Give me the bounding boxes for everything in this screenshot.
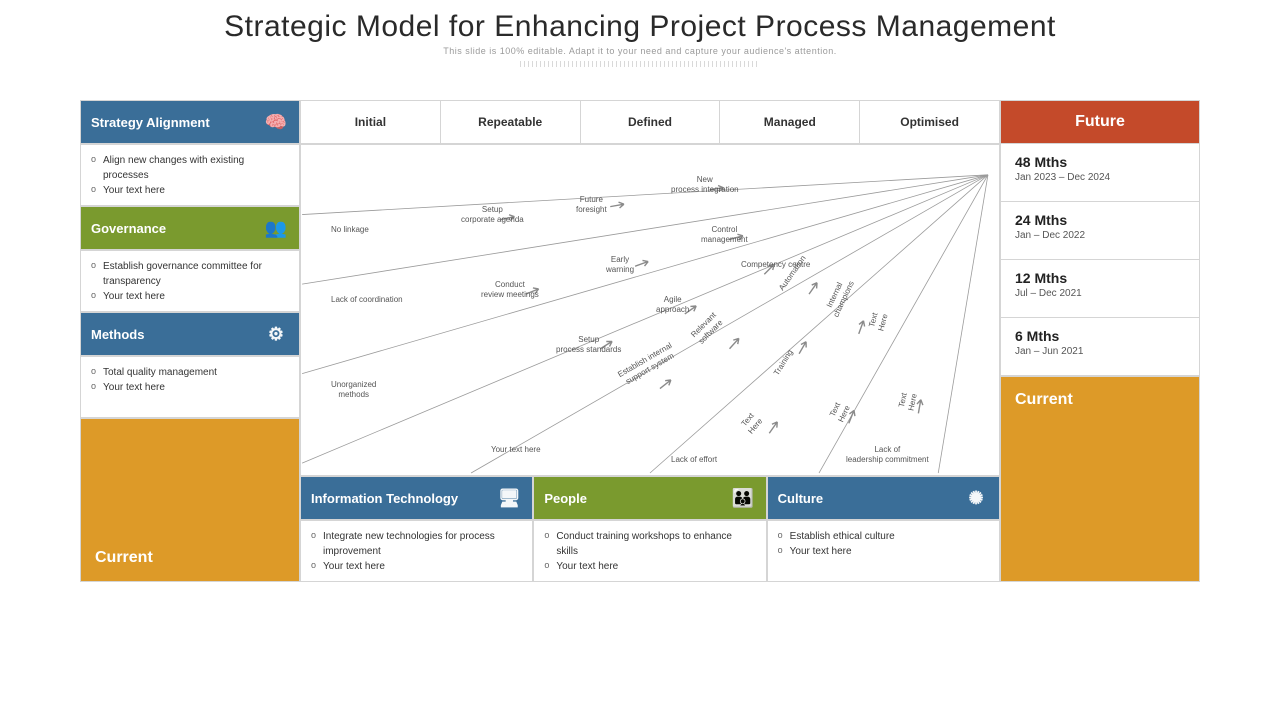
bullet: Your text here bbox=[311, 559, 522, 574]
annotation: Setupprocess standards bbox=[556, 335, 621, 354]
bottom-panel-title: Culture bbox=[778, 491, 824, 506]
bottom-panel-body-2: Establish ethical cultureYour text here bbox=[767, 520, 1000, 582]
annotation: Futureforesight bbox=[576, 195, 607, 214]
maturity-repeatable: Repeatable bbox=[441, 100, 581, 144]
annotation: Controlmanagement bbox=[701, 225, 748, 244]
right-current-block: Current bbox=[1000, 376, 1200, 582]
timeline-months: 12 Mths bbox=[1015, 270, 1185, 286]
timeline-3: 6 Mths Jan – Jun 2021 bbox=[1000, 318, 1200, 376]
timeline-dates: Jan – Jun 2021 bbox=[1015, 346, 1185, 357]
bullet: Integrate new technologies for process i… bbox=[311, 529, 522, 559]
bullet: Establish ethical culture bbox=[778, 529, 989, 544]
timeline-months: 48 Mths bbox=[1015, 154, 1185, 170]
left-panel-title: Methods bbox=[91, 327, 144, 342]
maturity-managed: Managed bbox=[720, 100, 860, 144]
panel-icon: 👥 bbox=[263, 218, 289, 239]
left-panel-body-2: Total quality managementYour text here bbox=[80, 356, 300, 418]
diagram-stage: Strategy Alignment 🧠 Align new changes wit… bbox=[80, 100, 1200, 670]
annotation: Newprocess integration bbox=[671, 175, 739, 194]
timeline-dates: Jan 2023 – Dec 2024 bbox=[1015, 172, 1185, 183]
maturity-optimised: Optimised bbox=[860, 100, 1000, 144]
panel-icon: 🧠 bbox=[263, 112, 289, 133]
left-panel-title: Strategy Alignment bbox=[91, 115, 210, 130]
left-panel-body-1: Establish governance committee for trans… bbox=[80, 250, 300, 312]
bottom-panel-title: People bbox=[544, 491, 587, 506]
annotation: Setupcorporate agenda bbox=[461, 205, 524, 224]
bullet: Your text here bbox=[544, 559, 755, 574]
bullet: Establish governance committee for trans… bbox=[91, 259, 289, 289]
annotation: Lack of effort bbox=[671, 455, 717, 465]
page-subtitle: This slide is 100% editable. Adapt it to… bbox=[0, 46, 1280, 56]
timeline-dates: Jul – Dec 2021 bbox=[1015, 288, 1185, 299]
left-panel-header-2: Methods ⚙ bbox=[80, 312, 300, 356]
bottom-panel-header-0: Information Technology 🖥 bbox=[300, 476, 533, 520]
left-panel-header-0: Strategy Alignment 🧠 bbox=[80, 100, 300, 144]
center-fan-diagram: No linkage Lack of coordination Unorganize… bbox=[300, 144, 1000, 476]
annotation: TextHere bbox=[897, 391, 919, 412]
timeline-months: 24 Mths bbox=[1015, 212, 1185, 228]
timeline-0: 48 Mths Jan 2023 – Dec 2024 bbox=[1000, 144, 1200, 202]
left-current-label: Current bbox=[95, 549, 153, 567]
timeline-1: 24 Mths Jan – Dec 2022 bbox=[1000, 202, 1200, 260]
panel-icon: ⚙ bbox=[263, 324, 289, 345]
maturity-initial: Initial bbox=[300, 100, 441, 144]
annotation: Conductreview meetings bbox=[481, 280, 539, 299]
maturity-defined: Defined bbox=[581, 100, 721, 144]
left-current-block: Current bbox=[80, 418, 300, 582]
bottom-panel-header-1: People 👪 bbox=[533, 476, 766, 520]
annotation: Your text here bbox=[491, 445, 541, 455]
bullet: Your text here bbox=[91, 183, 289, 198]
bottom-panel-header-2: Culture ✺ bbox=[767, 476, 1000, 520]
bullet: Your text here bbox=[91, 380, 289, 395]
future-label: Future bbox=[1075, 113, 1125, 131]
timeline-2: 12 Mths Jul – Dec 2021 bbox=[1000, 260, 1200, 318]
panel-icon: 🖥 bbox=[496, 488, 522, 509]
annotation: Agileapproach bbox=[656, 295, 689, 314]
right-current-label: Current bbox=[1015, 391, 1073, 409]
panel-icon: 👪 bbox=[730, 488, 756, 509]
maturity-row: InitialRepeatableDefinedManagedOptimised bbox=[300, 100, 1000, 144]
timeline-months: 6 Mths bbox=[1015, 328, 1185, 344]
rays-svg bbox=[301, 145, 999, 475]
bullet: Conduct training workshops to enhance sk… bbox=[544, 529, 755, 559]
bullet: Your text here bbox=[91, 289, 289, 304]
timeline-dates: Jan – Dec 2022 bbox=[1015, 230, 1185, 241]
future-header: Future bbox=[1000, 100, 1200, 144]
left-panel-body-0: Align new changes with existing processe… bbox=[80, 144, 300, 206]
annotation: Lack of coordination bbox=[331, 295, 403, 305]
bottom-panel-body-0: Integrate new technologies for process i… bbox=[300, 520, 533, 582]
annotation: Unorganizedmethods bbox=[331, 380, 376, 399]
bottom-panel-body-1: Conduct training workshops to enhance sk… bbox=[533, 520, 766, 582]
ruler-decoration bbox=[520, 61, 760, 67]
left-panel-header-1: Governance 👥 bbox=[80, 206, 300, 250]
bullet: Your text here bbox=[778, 544, 989, 559]
annotation: Lack ofleadership commitment bbox=[846, 445, 929, 464]
bullet: Align new changes with existing processe… bbox=[91, 153, 289, 183]
page-title: Strategic Model for Enhancing Project Pr… bbox=[0, 0, 1280, 46]
left-panel-title: Governance bbox=[91, 221, 166, 236]
panel-icon: ✺ bbox=[963, 488, 989, 509]
bottom-panel-title: Information Technology bbox=[311, 491, 458, 506]
annotation: Earlywarning bbox=[606, 255, 634, 274]
bullet: Total quality management bbox=[91, 365, 289, 380]
annotation: No linkage bbox=[331, 225, 369, 235]
